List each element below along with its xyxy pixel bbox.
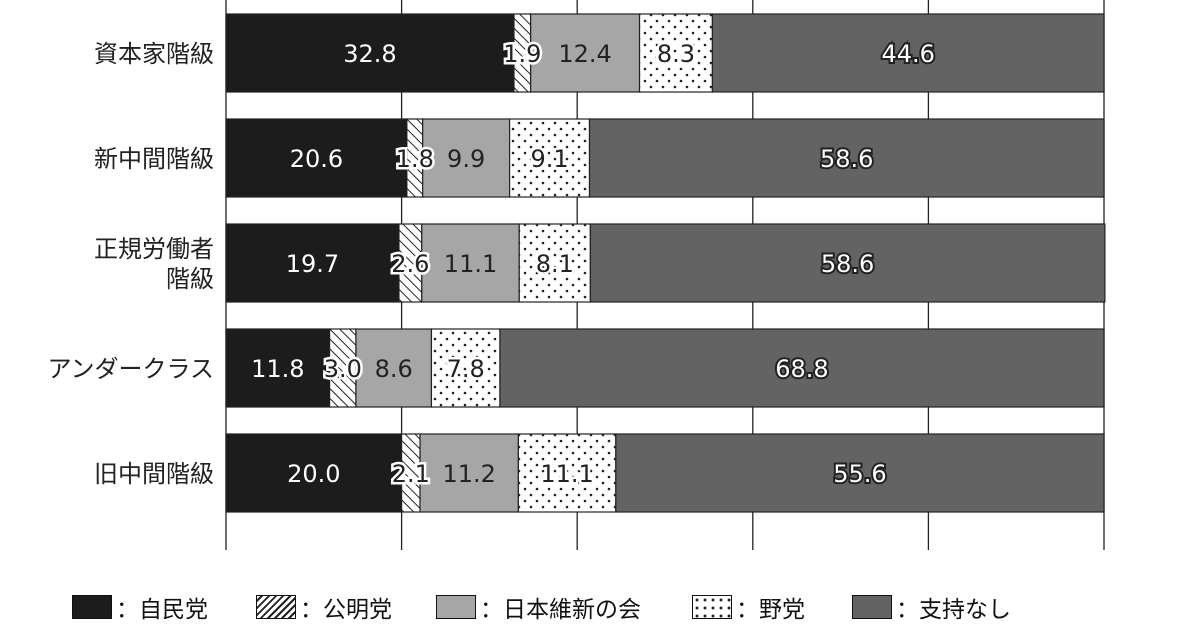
category-label: 正規労働者 [94,235,214,263]
chart-canvas: 32.8 1.9 12.4 8.3 44.6 20.6 1.8 9.9 9.1 58.6 19.7 2… [47,0,1106,550]
legend-item-komeito: ：公明党 [256,592,392,623]
data-label: 20.0 [287,460,340,488]
data-label: 11.8 [251,355,304,383]
legend-label: ：自民党 [116,597,208,623]
bar-segment [615,433,1105,513]
bar-segment [225,223,400,303]
legend-item-ldp: ：自民党 [72,592,208,623]
bar-segments [225,13,1106,513]
bar-segment [329,328,357,408]
legend: ：自民党 ：公明党 ：日本維新の会 ：野党 ：支持なし [0,584,1200,630]
data-label: 9.1 [530,145,568,173]
data-label: 1.9 [503,40,541,68]
legend-swatch-dotted [692,595,732,619]
legend-swatch-solid-black [72,595,112,619]
data-label: 2.6 [391,250,429,278]
bar-segment [422,118,511,198]
data-label: 32.8 [343,40,396,68]
data-label: 8.6 [375,355,413,383]
data-label: 11.2 [442,460,495,488]
legend-label: ：支持なし [896,597,1011,623]
bar-segment [508,118,591,198]
category-label: アンダークラス [47,355,214,383]
data-label: 58.6 [821,250,874,278]
data-label: 2.1 [392,460,430,488]
legend-item-opposition: ：野党 [692,592,805,623]
bar-segment [225,13,515,93]
bar-segment [419,433,519,513]
data-label: 7.8 [447,355,485,383]
bar-segment [499,328,1105,408]
category-label: 階級 [166,265,214,293]
bar-segment [355,328,433,408]
data-label: 12.4 [558,40,611,68]
data-label: 55.6 [833,460,886,488]
data-label: 8.1 [536,250,574,278]
bar-segment [638,13,714,93]
legend-item-ishin: ：日本維新の会 [436,592,641,623]
data-label: 58.6 [820,145,873,173]
bar-segment [589,223,1106,303]
bar-segment [225,118,408,198]
data-label: 9.9 [447,145,485,173]
data-label: 44.6 [881,40,934,68]
data-label: 20.6 [290,145,343,173]
category-label: 新中間階級 [94,145,214,173]
bar-segment [225,433,403,513]
category-label: 旧中間階級 [94,460,214,488]
legend-swatch-solid-dark-gray [852,595,892,619]
data-label: 68.8 [775,355,828,383]
legend-label: ：野党 [736,597,805,623]
bar-segment [421,223,520,303]
category-label: 資本家階級 [94,40,214,68]
legend-item-no-support: ：支持なし [852,592,1011,623]
data-label: 8.3 [657,40,695,68]
data-label: 11.1 [540,460,593,488]
bar-segment [518,223,591,303]
value-labels: 32.8 1.9 12.4 8.3 44.6 20.6 1.8 9.9 9.1 58.6 19.7 2… [251,38,937,491]
data-label: 1.8 [396,145,434,173]
legend-swatch-hatched [256,595,296,619]
data-label: 3.0 [324,355,362,383]
data-label: 11.1 [444,250,497,278]
legend-label: ：公明党 [300,597,392,623]
bar-segment [588,118,1105,198]
data-label: 19.7 [286,250,339,278]
bar-segment [711,13,1105,93]
bar-segment [517,433,617,513]
legend-swatch-solid-gray [436,595,476,619]
bar-segment [225,328,331,408]
bar-segment [530,13,641,93]
legend-label: ：日本維新の会 [480,597,641,623]
